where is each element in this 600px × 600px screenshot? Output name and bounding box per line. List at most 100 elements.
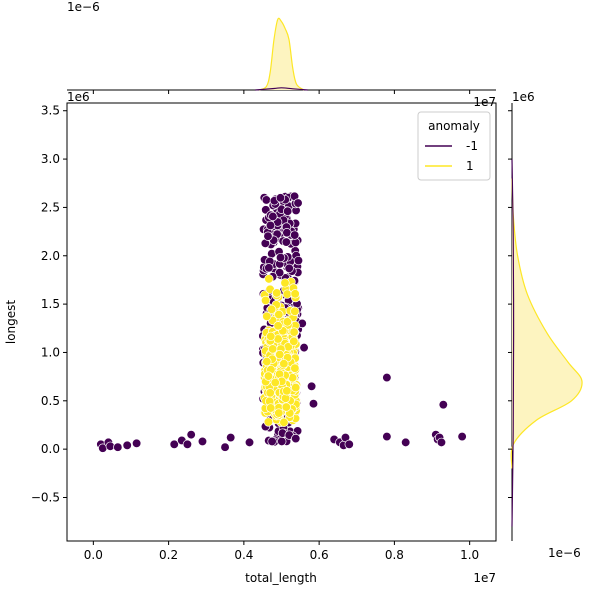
y-tick-label: −0.5 [31, 490, 60, 504]
y-axis-exponent: 1e6 [67, 90, 90, 104]
right-marginal-panel: 1e6 1e−6 [508, 90, 583, 560]
top-marginal-normal-fill [258, 18, 305, 90]
scatter-point-normal [262, 356, 272, 367]
scatter-point-normal [290, 289, 300, 299]
scatter-point-normal [266, 304, 277, 315]
scatter-point-normal [279, 417, 289, 428]
scatter-point-anomaly [226, 432, 236, 443]
scatter-point-normal [260, 295, 271, 306]
scatter-point-anomaly [382, 431, 392, 442]
scatter-point-normal [274, 309, 284, 320]
scatter-point-anomaly [299, 342, 309, 353]
scatter-point-anomaly [438, 400, 448, 410]
scatter-point-anomaly [308, 399, 319, 409]
x-tick-label: 0.0 [84, 548, 103, 562]
scatter-point-anomaly [131, 438, 142, 448]
x-axis-exponent: 1e7 [473, 571, 496, 585]
scatter-point-anomaly [293, 255, 304, 266]
scatter-point-anomaly [290, 230, 300, 240]
y-tick-label: 0.5 [41, 394, 60, 408]
top-marginal-ticks [92, 90, 471, 94]
scatter-point-anomaly [283, 206, 293, 216]
y-axis-label: longest [4, 300, 18, 345]
scatter-point-normal [282, 317, 293, 327]
top-marginal-anomaly-curve [255, 87, 308, 91]
x-tick-label: 0.4 [234, 548, 253, 562]
scatter-point-anomaly [263, 231, 273, 241]
scatter-point-normal [290, 363, 300, 373]
scatter-point-normal [263, 417, 274, 427]
scatter-point-normal [263, 371, 274, 381]
scatter-point-normal [282, 386, 292, 396]
scatter-point-anomaly [284, 263, 294, 273]
right-marginal-ticks [508, 110, 512, 498]
x-tick-label: 0.6 [310, 548, 329, 562]
scatter-point-normal [270, 377, 280, 388]
scatter-point-normal [264, 274, 274, 284]
scatter-point-normal [266, 331, 276, 342]
x-tick-label: 0.8 [385, 548, 404, 562]
scatter-point-normal [281, 402, 291, 412]
scatter-point-normal [290, 306, 300, 316]
scatter-point-normal [272, 288, 282, 298]
scatter-point-anomaly [261, 195, 271, 205]
legend: anomaly -1 1 [417, 111, 491, 181]
top-marginal-exponent: 1e−6 [67, 0, 100, 14]
top-marginal-panel: 1e−6 [67, 0, 496, 94]
x-tick-label: 0.2 [159, 548, 178, 562]
plot-frame [66, 102, 497, 542]
scatter-point-normal [279, 359, 289, 369]
scatter-point-anomaly [274, 268, 285, 278]
scatter-point-anomaly [275, 252, 286, 263]
scatter-point-normal [282, 289, 292, 299]
right-marginal-exponent-top: 1e6 [512, 90, 535, 104]
scatter-point-normal [289, 336, 299, 347]
scatter-point-normal [280, 278, 290, 288]
right-marginal-normal-curve [510, 178, 583, 469]
right-marginal-normal-fill [511, 178, 583, 469]
scatter-point-anomaly [265, 220, 276, 231]
scatter-point-normal [266, 403, 276, 413]
scatter-point-normal [273, 321, 283, 331]
scatter-point-anomaly [268, 211, 278, 222]
scatter-point-anomaly [382, 372, 392, 383]
main-x-exponent-top: 1e7 [473, 95, 496, 109]
scatter-point-normal [267, 344, 278, 354]
scatter-point-anomaly [267, 436, 277, 447]
scatter-point-normal [274, 408, 284, 418]
scatter-point-anomaly [344, 439, 354, 449]
normal-points [259, 274, 302, 428]
right-marginal-anomaly-curve [511, 159, 515, 527]
scatter-point-anomaly [220, 442, 230, 452]
y-tick-label: 2.5 [41, 200, 60, 214]
scatter-point-anomaly [182, 439, 193, 449]
scatter-point-normal [275, 349, 285, 360]
legend-box [417, 111, 491, 181]
scatter-point-anomaly [293, 198, 303, 208]
x-tick-label: 1.0 [460, 548, 479, 562]
right-marginal-exponent-bottom: 1e−6 [548, 546, 581, 560]
legend-title: anomaly [428, 119, 480, 133]
y-tick-label: 1.5 [41, 297, 60, 311]
scatter-point-normal [265, 388, 275, 398]
y-axis-ticks: −0.5 0.0 0.5 1.0 1.5 2.0 2.5 3.0 3.5 [31, 104, 67, 504]
y-tick-label: 3.5 [41, 104, 60, 118]
scatter-point-anomaly [122, 440, 132, 450]
scatter-point-anomaly [186, 429, 196, 440]
scatter-point-anomaly [264, 263, 274, 273]
scatter-point-anomaly [197, 436, 208, 447]
scatter-point-anomaly [244, 437, 255, 448]
x-axis-label: total_length [245, 571, 317, 585]
x-axis-ticks: 0.0 0.2 0.4 0.6 0.8 1.0 [84, 541, 479, 562]
scatter-point-normal [291, 382, 301, 393]
y-tick-label: 0.0 [41, 442, 60, 456]
scatter-point-anomaly [277, 436, 287, 447]
scatter-point-anomaly [291, 433, 301, 444]
scatter-point-anomaly [113, 442, 123, 452]
scatter-point-anomaly [281, 237, 291, 247]
legend-label-anomaly: -1 [466, 139, 478, 153]
scatter-point-anomaly [457, 431, 467, 442]
scatter-point-anomaly [275, 193, 286, 203]
scatter-point-anomaly [436, 437, 447, 448]
